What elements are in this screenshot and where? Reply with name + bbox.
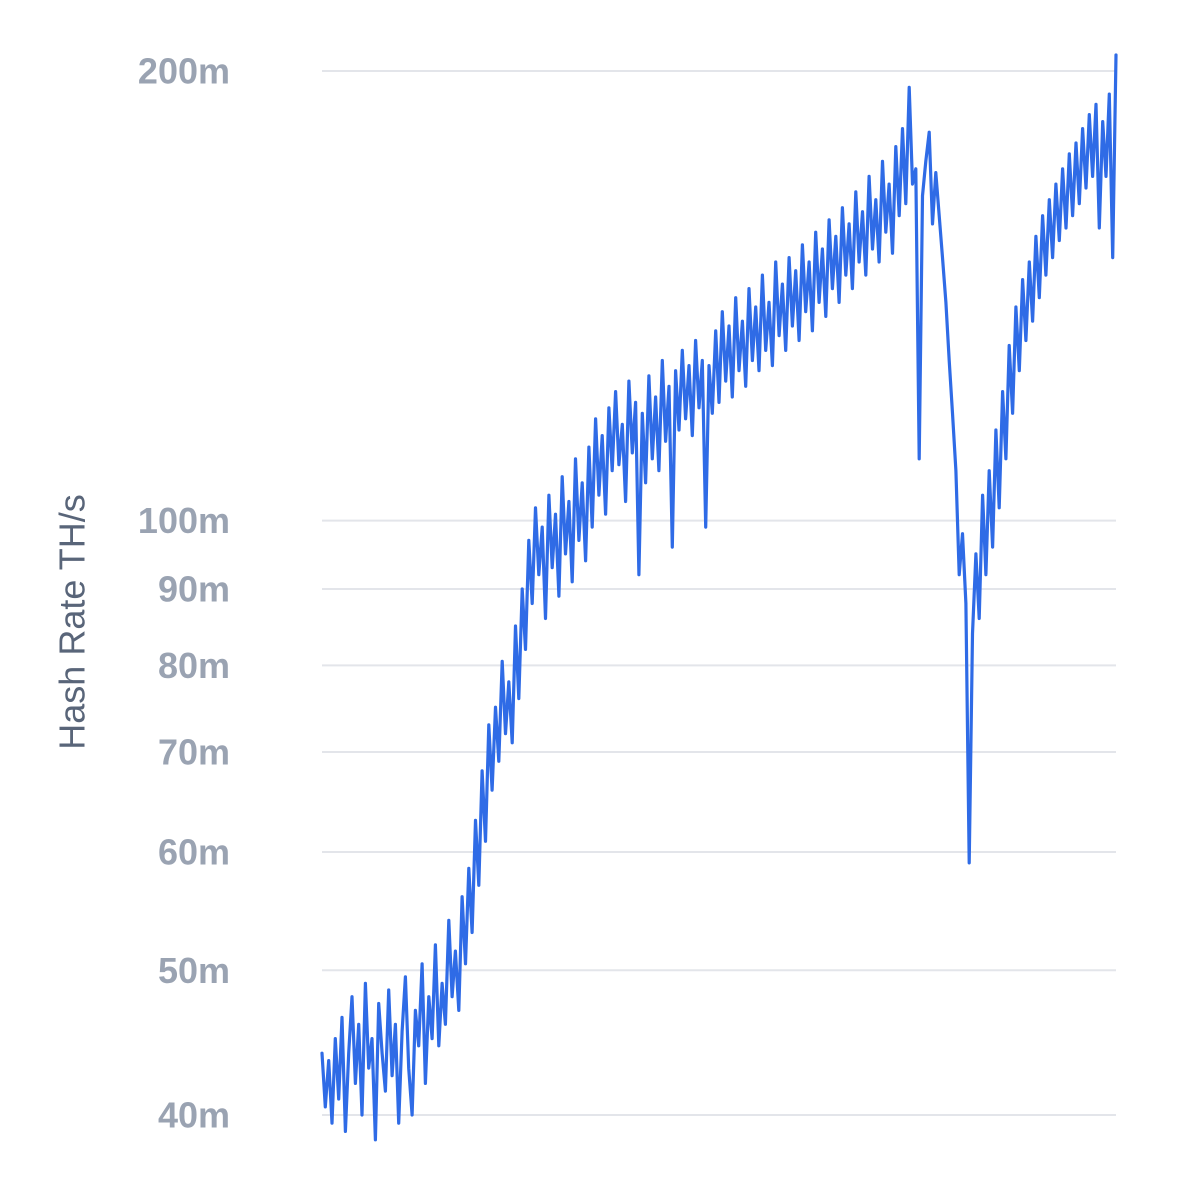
y-tick-label-60m: 60m	[158, 831, 230, 872]
y-tick-label-40m: 40m	[158, 1095, 230, 1136]
y-tick-label-100m: 100m	[138, 500, 230, 541]
hash-rate-line-0	[320, 53, 1118, 1142]
y-tick-label-80m: 80m	[158, 645, 230, 686]
gridlines	[322, 70, 1116, 1116]
y-tick-label-70m: 70m	[158, 731, 230, 772]
y-tick-label-90m: 90m	[158, 568, 230, 609]
y-axis-title: Hash Rate TH/s	[52, 494, 93, 749]
y-axis-tick-labels: 40m 50m 60m 70m 80m 90m 100m 200m	[138, 51, 230, 1136]
plot-area	[320, 53, 1118, 1142]
y-tick-label-50m: 50m	[158, 950, 230, 991]
y-tick-label-200m: 200m	[138, 51, 230, 92]
